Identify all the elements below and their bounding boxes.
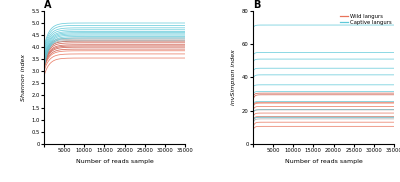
Y-axis label: invSimpson index: invSimpson index [231, 49, 236, 105]
X-axis label: Number of reads sample: Number of reads sample [76, 159, 154, 163]
Legend: Wild langurs, Captive langurs: Wild langurs, Captive langurs [340, 13, 391, 25]
Text: A: A [44, 0, 52, 10]
Text: B: B [253, 0, 260, 10]
X-axis label: Number of reads sample: Number of reads sample [284, 159, 362, 163]
Y-axis label: Shannon index: Shannon index [21, 54, 26, 101]
